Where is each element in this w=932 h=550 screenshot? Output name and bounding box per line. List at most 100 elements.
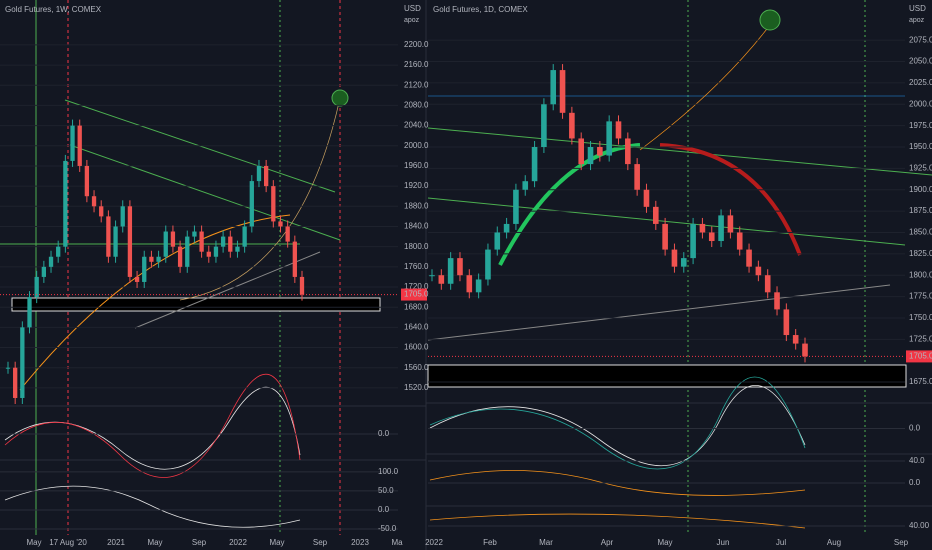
candle	[438, 275, 445, 284]
candle	[475, 279, 482, 293]
candle	[578, 138, 584, 165]
currency: USD	[909, 4, 926, 13]
candle	[199, 231, 204, 252]
x-tick-label: May	[657, 538, 672, 547]
x-tick-label: May	[147, 538, 162, 547]
oscillator-line	[429, 513, 806, 529]
candle	[447, 258, 454, 284]
candle	[120, 206, 125, 227]
oscillator-line	[4, 485, 301, 528]
y-tick-label: 1960.0	[404, 161, 429, 170]
y-tick-label: 1975.0	[909, 121, 932, 130]
candle	[256, 165, 262, 182]
oscillator-line	[4, 373, 301, 478]
last-price-tag	[401, 288, 427, 301]
candle	[263, 165, 269, 187]
pane-tick-label: 0.0	[909, 424, 921, 433]
candle	[220, 236, 226, 247]
pane-tick-label: -50.0	[378, 524, 397, 533]
chart-title: Gold Futures, 1W, COMEX	[5, 5, 102, 14]
y-tick-label: 1920.0	[404, 181, 429, 190]
candle	[185, 236, 190, 267]
y-tick-label: 2050.0	[909, 57, 932, 66]
candle	[513, 189, 519, 224]
oscillator-line	[429, 470, 806, 496]
candle	[531, 147, 538, 182]
candle	[177, 246, 183, 267]
candle	[559, 70, 566, 113]
candle	[5, 367, 11, 369]
x-tick-label: May	[26, 538, 41, 547]
x-tick-label: Sep	[192, 538, 207, 547]
candle	[156, 256, 161, 262]
candle	[774, 292, 780, 310]
y-tick-label: 2025.0	[909, 78, 932, 87]
y-tick-label: 1750.0	[909, 313, 932, 322]
candle	[70, 125, 75, 161]
x-tick-label: Sep	[313, 538, 328, 547]
y-tick-label: 1850.0	[909, 228, 932, 237]
candle	[271, 186, 276, 222]
trendline	[69, 144, 341, 241]
candle	[615, 121, 622, 139]
candle	[587, 147, 594, 165]
candle	[643, 189, 650, 207]
candle	[569, 112, 575, 139]
candle	[99, 206, 104, 217]
candle	[606, 121, 612, 156]
y-tick-label: 1760.0	[404, 262, 429, 271]
candle	[653, 206, 659, 224]
x-tick-label: Jul	[776, 538, 786, 547]
x-tick-label: Sep	[894, 538, 909, 547]
y-tick-label: 1640.0	[404, 322, 429, 331]
candle	[792, 335, 799, 344]
y-tick-label: 2080.0	[404, 101, 429, 110]
y-tick-label: 2000.0	[909, 99, 932, 108]
candle	[106, 216, 111, 257]
y-tick-label: 1825.0	[909, 249, 932, 258]
candle	[149, 256, 154, 262]
candle	[27, 297, 32, 328]
candle	[63, 160, 68, 247]
candle	[429, 275, 435, 277]
pane-tick-label: 0.0	[909, 478, 921, 487]
candle	[84, 165, 90, 197]
unit-note: apoz	[404, 17, 420, 24]
candle	[242, 226, 247, 247]
trendline	[427, 127, 932, 176]
x-tick-label: Jun	[717, 538, 730, 547]
currency: USD	[404, 4, 421, 13]
candle	[228, 236, 233, 252]
pane-tick-label: 0.0	[378, 429, 390, 438]
pane-tick-label: 40.00	[909, 521, 930, 530]
candle	[127, 206, 133, 277]
trendline	[427, 197, 906, 246]
y-tick-label: 1900.0	[909, 185, 932, 194]
trend-curve	[659, 143, 802, 256]
last-price-label: 1705.0	[404, 290, 429, 299]
trend-curve	[498, 143, 641, 266]
candle	[802, 343, 808, 357]
arc	[179, 97, 341, 301]
y-tick-label: 1880.0	[404, 201, 429, 210]
y-tick-label: 1720.0	[404, 282, 429, 291]
y-tick-label: 1950.0	[909, 142, 932, 151]
candle	[235, 246, 240, 252]
trendline	[427, 284, 891, 341]
candle	[718, 215, 724, 242]
candle	[91, 196, 97, 207]
candle	[634, 164, 640, 190]
candle	[206, 251, 211, 257]
pane-tick-label: 50.0	[378, 486, 394, 495]
candle	[466, 275, 473, 293]
candle	[163, 231, 168, 257]
candle	[142, 256, 147, 282]
candle	[278, 221, 283, 227]
y-tick-label: 1725.0	[909, 334, 932, 343]
candle	[192, 231, 197, 237]
x-tick-label: May	[269, 538, 284, 547]
candle	[755, 266, 762, 276]
candle	[56, 246, 61, 257]
y-tick-label: 2075.0	[909, 35, 932, 44]
target-circle	[759, 9, 781, 31]
